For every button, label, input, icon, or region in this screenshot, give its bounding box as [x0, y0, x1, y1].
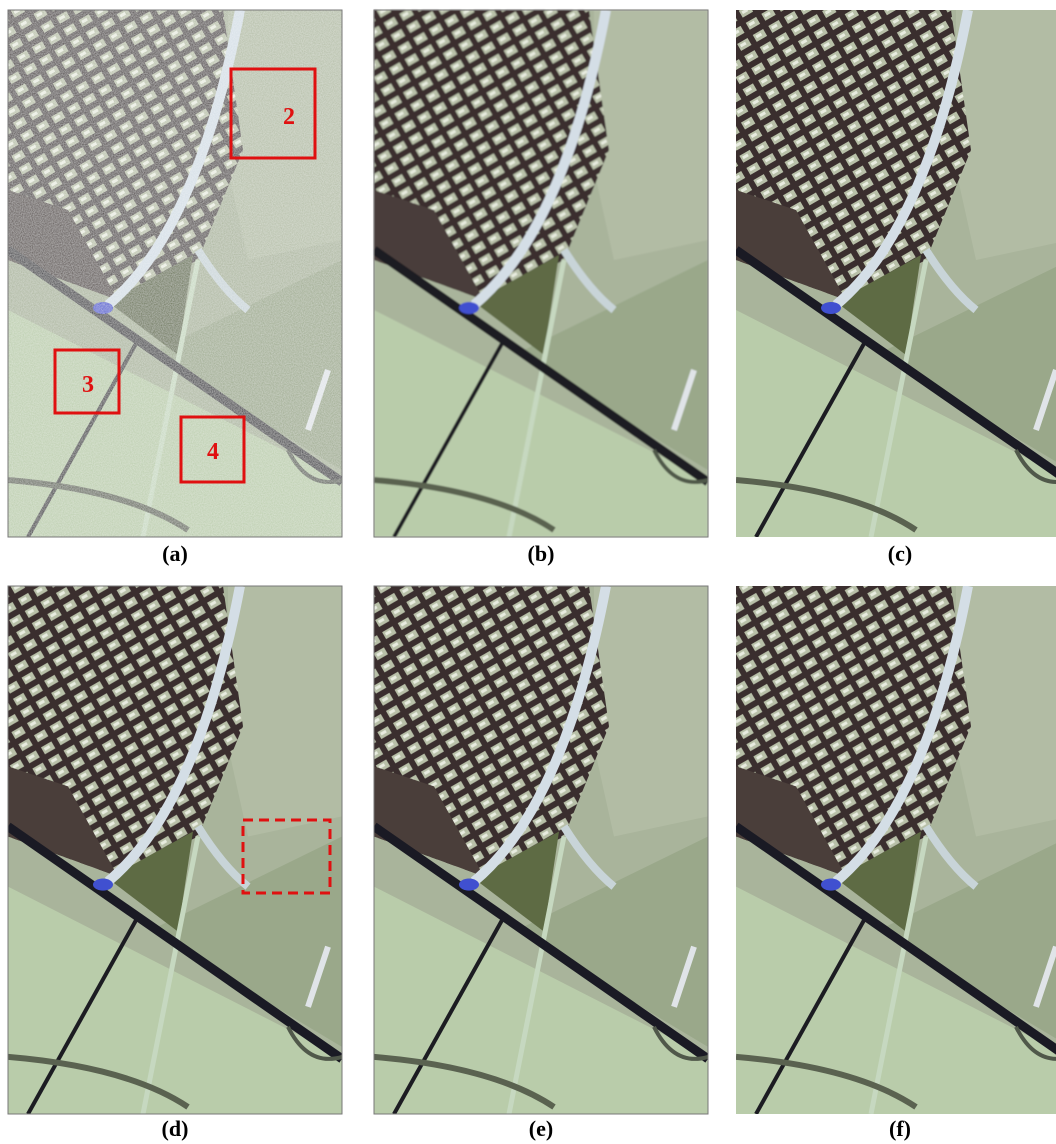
image: [8, 10, 342, 537]
caption: (b): [528, 541, 555, 566]
panel-f: (f): [736, 586, 1056, 1141]
box-label: 2: [283, 104, 295, 130]
caption: (e): [529, 1116, 553, 1141]
panel-b: (b): [374, 10, 708, 566]
panel-d: (d): [8, 586, 342, 1141]
image: [374, 10, 708, 537]
caption: (a): [162, 541, 188, 566]
panel-c: (c): [736, 10, 1056, 566]
caption: (c): [888, 541, 912, 566]
box-label: 4: [207, 439, 219, 465]
image: [8, 586, 342, 1114]
page: 2 3 4 (a) (b) (c) (d) (e) (f) (() => { c…: [0, 0, 1056, 1144]
image: [736, 586, 1056, 1114]
caption: (f): [889, 1116, 911, 1141]
panel-e: (e): [374, 586, 708, 1141]
panel-a: 2 3 4 (a): [8, 10, 342, 566]
box-label: 3: [82, 372, 94, 398]
figure: 2 3 4 (a) (b) (c) (d) (e) (f): [0, 0, 1056, 1144]
image: [374, 586, 708, 1114]
caption: (d): [162, 1116, 189, 1141]
image: [736, 10, 1056, 537]
